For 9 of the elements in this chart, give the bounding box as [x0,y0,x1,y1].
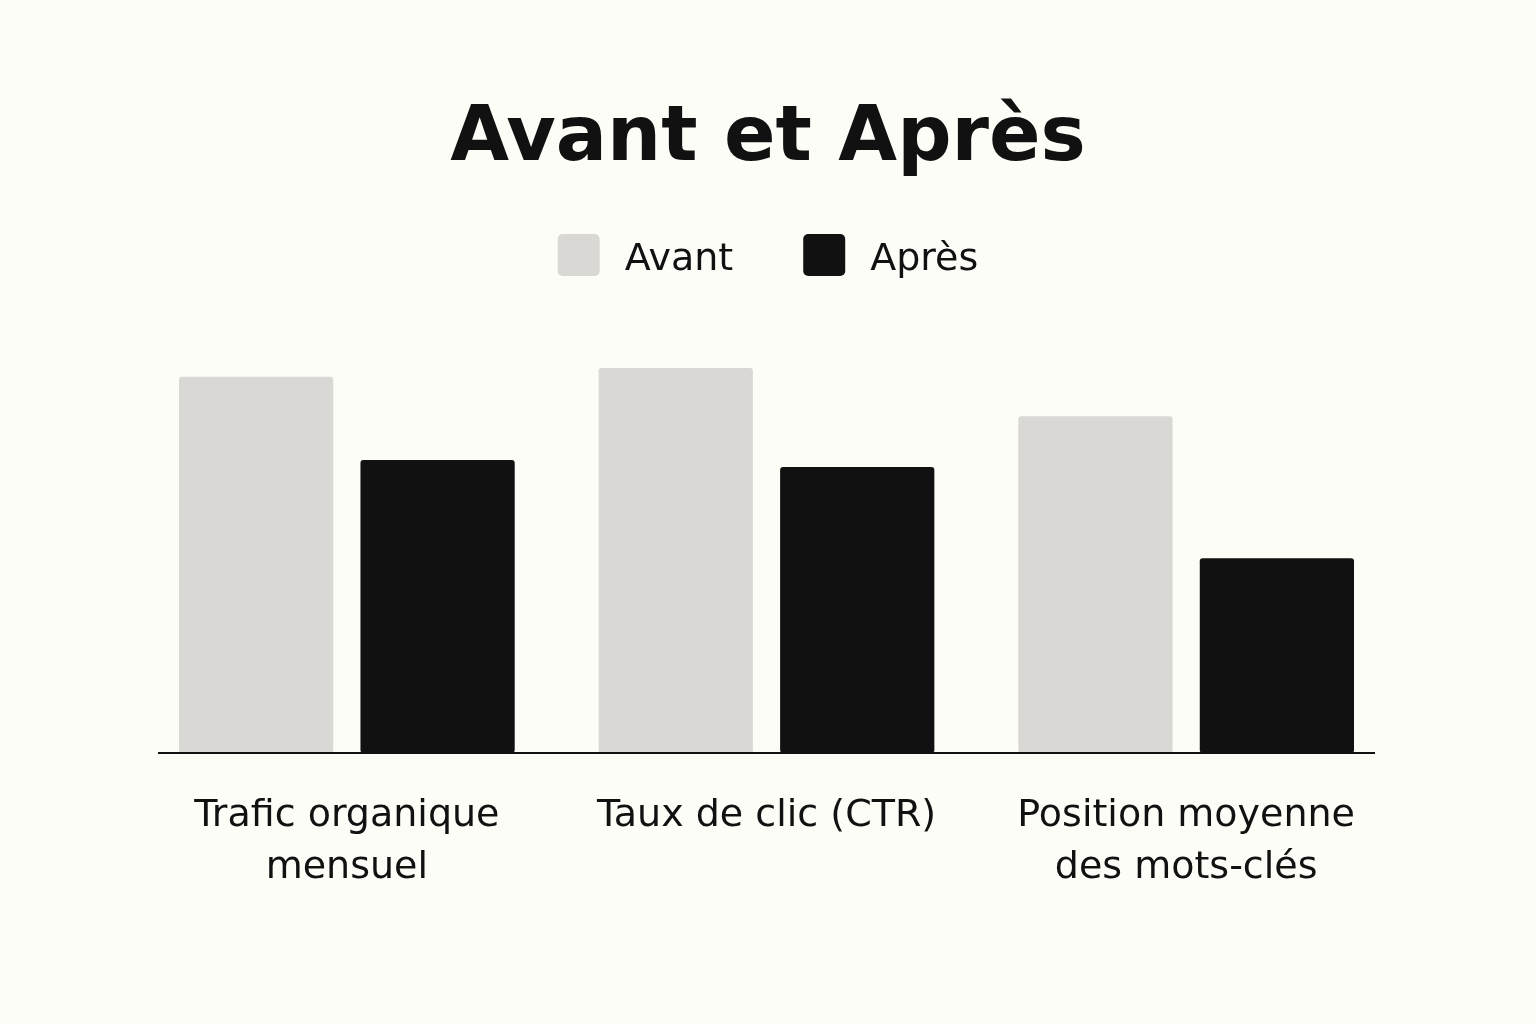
x-tick-label: Trafic organique mensuel [193,791,500,887]
bar [598,368,753,753]
legend-label: Après [870,235,979,279]
x-tick-label: Taux de clic (CTR) [595,791,937,835]
x-tick-label: Position moyenne des mots-clés [1017,791,1356,887]
bar [1018,416,1173,753]
bar [178,376,334,753]
chart-title: Avant et Après [450,89,1086,178]
legend-label: Avant [624,235,734,279]
